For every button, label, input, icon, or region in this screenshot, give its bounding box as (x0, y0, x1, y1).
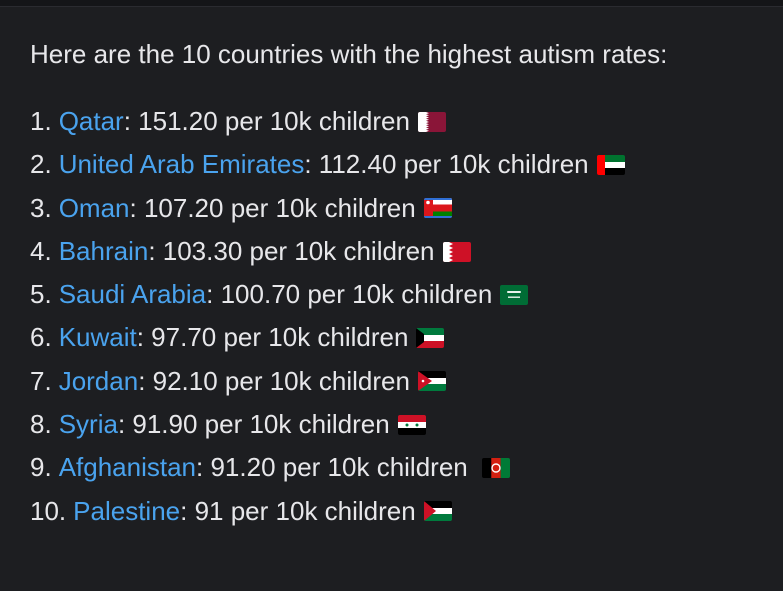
rate-text: : 112.40 per 10k children (304, 149, 589, 180)
jordan-flag-icon (417, 371, 446, 392)
syria-flag-icon (397, 414, 426, 435)
intro-text: Here are the 10 countries with the highe… (30, 39, 668, 69)
item-number: 6. (30, 322, 52, 353)
country-link-jordan[interactable]: Jordan (58, 365, 139, 396)
saudi-arabia-flag-icon (500, 284, 529, 305)
rate-text: : 100.70 per 10k children (206, 279, 493, 310)
list-item: 1. Qatar : 151.20 per 10k children (30, 100, 783, 143)
palestine-flag-icon (423, 501, 452, 522)
item-number: 5. (30, 279, 52, 310)
list-item: 9. Afghanistan : 91.20 per 10k children (30, 446, 783, 489)
list-item: 6. Kuwait : 97.70 per 10k children (30, 316, 783, 359)
country-link-qatar[interactable]: Qatar (58, 106, 124, 136)
country-link-palestine[interactable]: Palestine (73, 495, 181, 526)
rate-text: : 97.70 per 10k children (136, 322, 409, 353)
rate-text: : 103.30 per 10k children (148, 235, 435, 266)
list-item: 2. United Arab Emirates : 112.40 per 10k… (30, 143, 783, 186)
rate-text: : 151.20 per 10k children (123, 106, 410, 136)
list-item: 4. Bahrain : 103.30 per 10k children (30, 230, 783, 273)
qatar-flag-icon (417, 111, 446, 132)
uae-flag-icon (596, 154, 625, 175)
rate-text: : 91 per 10k children (180, 495, 416, 526)
top-bar (0, 0, 783, 7)
rate-text: : 107.20 per 10k children (129, 192, 416, 223)
rate-text: : 91.90 per 10k children (117, 409, 390, 440)
list-item: 8. Syria : 91.90 per 10k children (30, 403, 783, 446)
afghanistan-flag-icon (481, 458, 510, 479)
item-number: 3. (30, 192, 52, 223)
list-item: 3. Oman : 107.20 per 10k children (30, 187, 783, 230)
country-link-oman[interactable]: Oman (58, 192, 130, 223)
item-number: 8. (30, 409, 52, 440)
country-link-kuwait[interactable]: Kuwait (58, 322, 137, 353)
item-number: 4. (30, 235, 52, 266)
chat-message: Here are the 10 countries with the highe… (0, 7, 783, 591)
item-number: 10. (30, 495, 67, 526)
country-link-bahrain[interactable]: Bahrain (58, 235, 149, 266)
rate-text: : 91.20 per 10k children (196, 452, 468, 483)
item-number: 2. (30, 149, 52, 180)
list-item: 7. Jordan : 92.10 per 10k children (30, 360, 783, 403)
item-number: 7. (30, 365, 52, 396)
item-number: 1. (30, 106, 52, 136)
item-number: 9. (30, 452, 52, 483)
oman-flag-icon (423, 198, 452, 219)
rate-text: : 92.10 per 10k children (138, 365, 410, 396)
country-link-syria[interactable]: Syria (58, 409, 118, 440)
list-item: 10. Palestine : 91 per 10k children (30, 490, 783, 533)
country-link-uae[interactable]: United Arab Emirates (58, 149, 305, 180)
bahrain-flag-icon (442, 241, 471, 262)
country-list: 1. Qatar : 151.20 per 10k children 2. Un… (30, 100, 783, 533)
kuwait-flag-icon (416, 328, 445, 349)
list-item: 5. Saudi Arabia : 100.70 per 10k childre… (30, 273, 783, 316)
country-link-saudi-arabia[interactable]: Saudi Arabia (58, 279, 207, 310)
country-link-afghanistan[interactable]: Afghanistan (58, 452, 197, 483)
